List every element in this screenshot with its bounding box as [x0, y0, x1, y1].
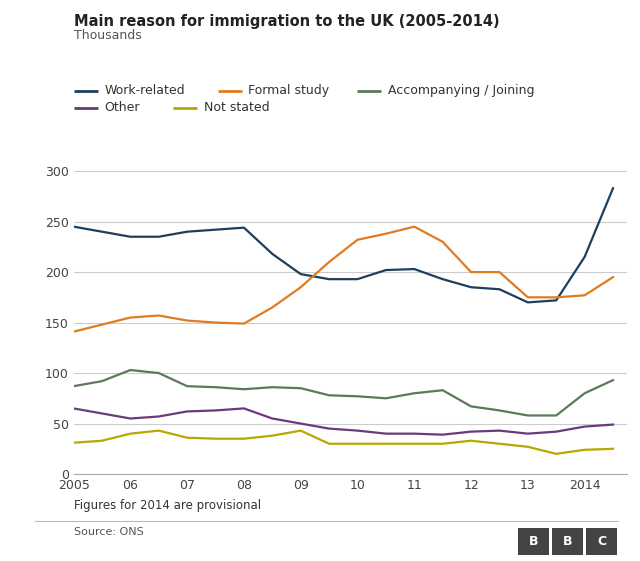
Text: Work-related: Work-related: [104, 84, 185, 98]
Text: Formal study: Formal study: [248, 84, 330, 98]
Text: Figures for 2014 are provisional: Figures for 2014 are provisional: [74, 499, 260, 512]
Text: Main reason for immigration to the UK (2005-2014): Main reason for immigration to the UK (2…: [74, 14, 499, 29]
Text: Other: Other: [104, 101, 140, 114]
Text: B: B: [529, 535, 538, 549]
Text: Accompanying / Joining: Accompanying / Joining: [388, 84, 534, 98]
Text: Not stated: Not stated: [204, 101, 269, 114]
Text: Source: ONS: Source: ONS: [74, 527, 143, 537]
Text: B: B: [563, 535, 572, 549]
Text: Thousands: Thousands: [74, 29, 141, 42]
Text: C: C: [597, 535, 606, 549]
